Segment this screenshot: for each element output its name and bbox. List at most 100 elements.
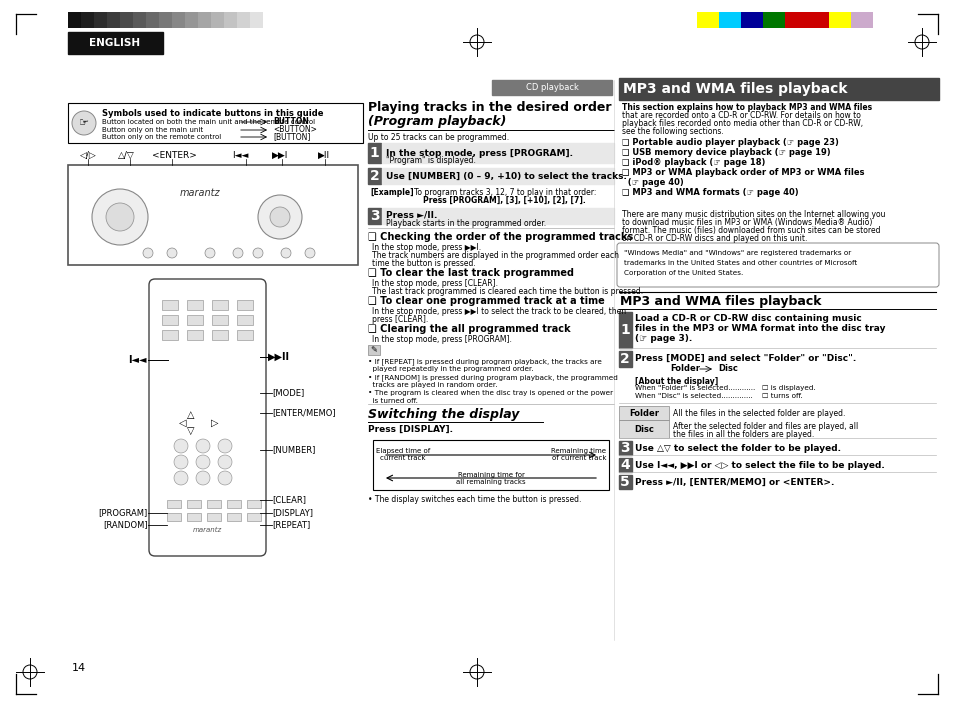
Bar xyxy=(211,12,224,28)
Text: Folder: Folder xyxy=(628,409,659,418)
Bar xyxy=(227,500,241,508)
Bar xyxy=(212,300,228,310)
Bar xyxy=(187,330,203,340)
Text: 3: 3 xyxy=(370,209,379,223)
Text: To program tracks 3, 12, 7 to play in that order:: To program tracks 3, 12, 7 to play in th… xyxy=(414,188,596,197)
Text: "Windows Media" and "Windows" are registered trademarks or: "Windows Media" and "Windows" are regist… xyxy=(623,250,850,256)
Circle shape xyxy=(173,471,188,485)
Text: marantz: marantz xyxy=(193,527,221,533)
Bar xyxy=(172,12,185,28)
Text: [DISPLAY]: [DISPLAY] xyxy=(272,508,313,518)
Text: Disc: Disc xyxy=(634,425,653,433)
Text: <BUTTON>: <BUTTON> xyxy=(273,125,316,135)
Bar xyxy=(247,500,261,508)
Bar xyxy=(146,12,159,28)
Bar xyxy=(381,208,614,224)
Text: Up to 25 tracks can be programmed.: Up to 25 tracks can be programmed. xyxy=(368,133,509,142)
Bar xyxy=(212,330,228,340)
Text: [About the display]: [About the display] xyxy=(635,377,718,386)
Text: ◁: ◁ xyxy=(179,418,187,428)
Text: [ENTER/MEMO]: [ENTER/MEMO] xyxy=(272,409,335,418)
Bar xyxy=(81,12,94,28)
Text: Use [NUMBER] (0 – 9, +10) to select the tracks.: Use [NUMBER] (0 – 9, +10) to select the … xyxy=(386,172,626,181)
Bar xyxy=(68,165,357,265)
Text: 4: 4 xyxy=(619,458,629,472)
FancyBboxPatch shape xyxy=(617,243,938,287)
Text: Remaining time for: Remaining time for xyxy=(457,472,524,478)
Text: press [CLEAR].: press [CLEAR]. xyxy=(372,315,428,324)
Bar xyxy=(368,345,379,355)
Circle shape xyxy=(253,248,263,258)
Circle shape xyxy=(270,207,290,227)
Bar xyxy=(762,12,784,28)
Text: The last track programmed is cleared each time the button is pressed.: The last track programmed is cleared eac… xyxy=(372,287,642,296)
Bar xyxy=(697,12,719,28)
Text: ❑ MP3 and WMA formats (☞ page 40): ❑ MP3 and WMA formats (☞ page 40) xyxy=(621,188,798,197)
Circle shape xyxy=(195,439,210,453)
Text: ◁/▷: ◁/▷ xyxy=(80,151,96,159)
Text: Switching the display: Switching the display xyxy=(368,408,518,421)
Text: [RANDOM]: [RANDOM] xyxy=(103,520,148,530)
Bar xyxy=(373,440,608,490)
Text: ▽: ▽ xyxy=(187,426,194,436)
Text: see the following sections.: see the following sections. xyxy=(621,127,723,136)
Text: Press [MODE] and select "Folder" or "Disc".: Press [MODE] and select "Folder" or "Dis… xyxy=(635,354,856,363)
Text: ❑ Clearing the all programmed track: ❑ Clearing the all programmed track xyxy=(368,324,570,334)
Bar xyxy=(872,12,894,28)
Bar xyxy=(212,315,228,325)
Text: Button located on both the main unit and the remote control: Button located on both the main unit and… xyxy=(102,119,314,125)
Text: ❑ MP3 or WMA playback order of MP3 or WMA files: ❑ MP3 or WMA playback order of MP3 or WM… xyxy=(621,168,863,177)
Bar xyxy=(162,330,178,340)
Text: Elapsed time of: Elapsed time of xyxy=(375,448,430,454)
Text: Press ►/II.: Press ►/II. xyxy=(386,211,436,220)
Text: MP3 and WMA files playback: MP3 and WMA files playback xyxy=(622,82,846,96)
Text: In the stop mode, press [PROGRAM].: In the stop mode, press [PROGRAM]. xyxy=(386,149,573,158)
Text: [REPEAT]: [REPEAT] xyxy=(272,520,310,530)
Text: ❑ To clear the last track programmed: ❑ To clear the last track programmed xyxy=(368,268,574,278)
Bar xyxy=(132,12,146,28)
Text: In the stop mode, press ▶▶I.: In the stop mode, press ▶▶I. xyxy=(372,243,480,252)
Text: the files in all the folders are played.: the files in all the folders are played. xyxy=(672,430,814,439)
Text: 5: 5 xyxy=(619,475,629,489)
Bar xyxy=(207,513,221,521)
Bar xyxy=(492,80,612,95)
Bar xyxy=(250,12,263,28)
Bar xyxy=(159,12,172,28)
Text: files in the MP3 or WMA format into the disc tray: files in the MP3 or WMA format into the … xyxy=(635,324,884,333)
Bar xyxy=(187,500,201,508)
Circle shape xyxy=(281,248,291,258)
Text: Press [PROGRAM], [3], [+10], [2], [7].: Press [PROGRAM], [3], [+10], [2], [7]. xyxy=(422,196,585,205)
Text: After the selected folder and files are played, all: After the selected folder and files are … xyxy=(672,422,858,431)
Text: 14: 14 xyxy=(71,663,86,673)
Bar xyxy=(68,12,81,28)
Text: (☞ page 3).: (☞ page 3). xyxy=(635,334,692,343)
Text: Use I◄◄, ▶▶I or ◁▷ to select the file to be played.: Use I◄◄, ▶▶I or ◁▷ to select the file to… xyxy=(635,461,883,470)
Bar xyxy=(187,513,201,521)
Text: In the stop mode, press [CLEAR].: In the stop mode, press [CLEAR]. xyxy=(372,279,497,288)
Bar xyxy=(381,168,614,184)
Bar xyxy=(236,330,253,340)
Text: to download music files in MP3 or WMA (Windows Media® Audio): to download music files in MP3 or WMA (W… xyxy=(621,218,871,227)
Text: • If [RANDOM] is pressed during program playback, the programmed: • If [RANDOM] is pressed during program … xyxy=(368,374,618,381)
Text: 1: 1 xyxy=(369,146,379,160)
Text: Use △▽ to select the folder to be played.: Use △▽ to select the folder to be played… xyxy=(635,444,841,453)
Text: In the stop mode, press ▶▶I to select the track to be cleared, then: In the stop mode, press ▶▶I to select th… xyxy=(372,307,625,316)
Text: ENGLISH: ENGLISH xyxy=(90,38,140,48)
Text: all remaining tracks: all remaining tracks xyxy=(456,479,525,485)
Bar xyxy=(224,12,236,28)
Circle shape xyxy=(305,248,314,258)
Circle shape xyxy=(218,471,232,485)
Bar xyxy=(740,12,762,28)
Bar xyxy=(207,500,221,508)
Text: Playing tracks in the desired order: Playing tracks in the desired order xyxy=(368,101,611,114)
Text: 1: 1 xyxy=(619,323,629,337)
Text: played repeatedly in the programmed order.: played repeatedly in the programmed orde… xyxy=(368,366,533,372)
Bar xyxy=(185,12,198,28)
Bar xyxy=(618,312,631,348)
Text: ☐ turns off.: ☐ turns off. xyxy=(761,393,801,399)
Text: "Program" is displayed.: "Program" is displayed. xyxy=(386,156,476,165)
Text: playback files recorded onto media other than CD-R or CD-RW,: playback files recorded onto media other… xyxy=(621,119,862,128)
Circle shape xyxy=(195,455,210,469)
Bar xyxy=(68,103,363,143)
Text: ✎: ✎ xyxy=(370,346,377,355)
